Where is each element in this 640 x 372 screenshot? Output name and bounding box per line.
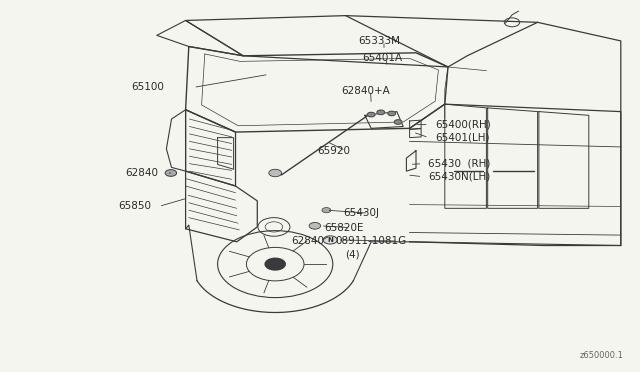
Text: 65920: 65920 — [317, 146, 350, 155]
Text: (4): (4) — [346, 250, 360, 259]
Text: 65820E: 65820E — [324, 223, 364, 232]
Text: 65401A: 65401A — [362, 53, 403, 62]
Text: 65400(RH): 65400(RH) — [435, 120, 491, 129]
Circle shape — [323, 236, 337, 244]
Circle shape — [165, 170, 177, 176]
Circle shape — [265, 258, 285, 270]
Text: 65430J: 65430J — [343, 208, 379, 218]
Text: z650000.1: z650000.1 — [580, 351, 624, 360]
Text: 65430N(LH): 65430N(LH) — [428, 172, 490, 182]
Circle shape — [322, 208, 331, 213]
Text: 62840: 62840 — [291, 236, 324, 246]
Circle shape — [388, 111, 396, 116]
Text: 08911-1081G: 08911-1081G — [335, 236, 406, 246]
Circle shape — [394, 120, 402, 124]
Text: 65850: 65850 — [118, 202, 152, 211]
Text: 62840: 62840 — [125, 168, 158, 178]
Text: 65333M: 65333M — [358, 36, 401, 46]
Text: 65401(LH): 65401(LH) — [435, 133, 490, 142]
Text: N: N — [327, 237, 333, 243]
Circle shape — [367, 112, 375, 117]
Text: 62840+A: 62840+A — [341, 86, 390, 96]
Text: 65430  (RH): 65430 (RH) — [428, 159, 490, 169]
Circle shape — [269, 169, 282, 177]
Circle shape — [309, 222, 321, 229]
Circle shape — [377, 110, 385, 115]
Text: 65100: 65100 — [131, 83, 164, 92]
